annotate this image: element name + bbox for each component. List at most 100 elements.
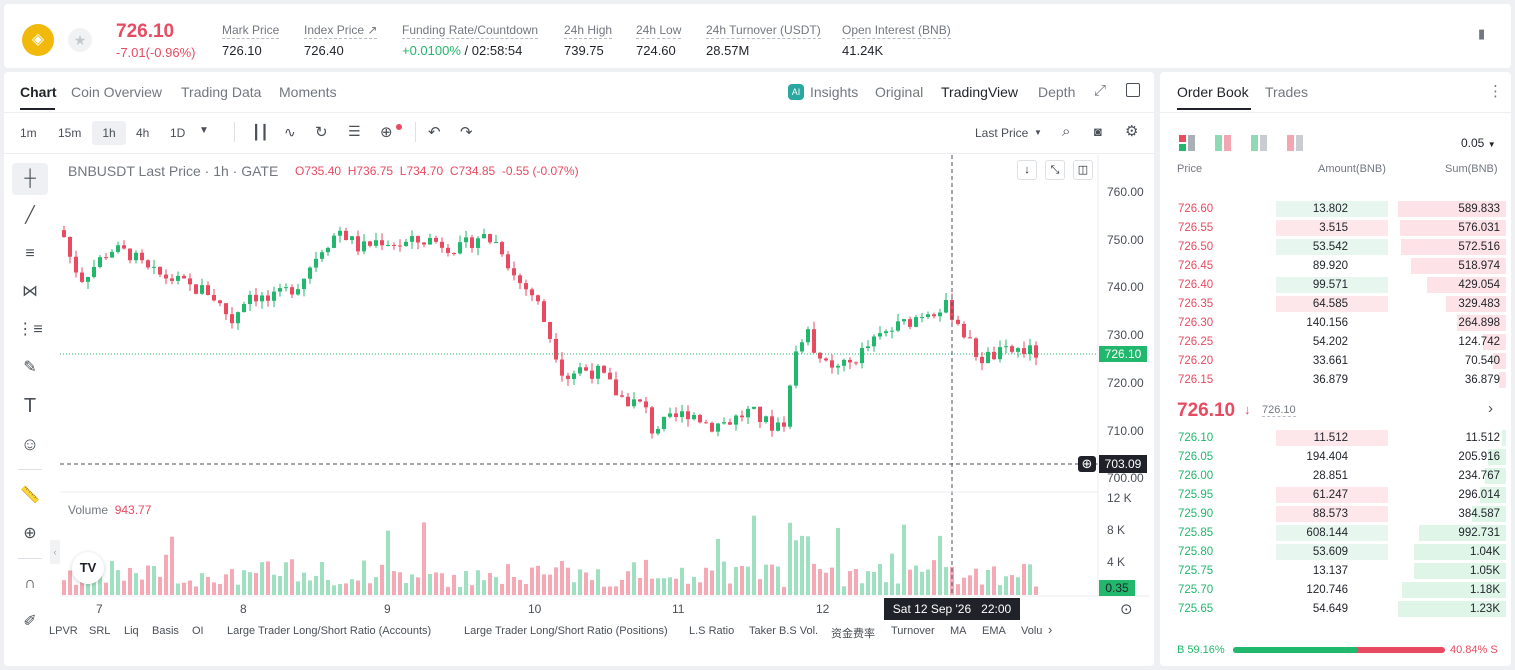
window-icon[interactable]	[1126, 83, 1140, 97]
crosshair-icon[interactable]: ┼	[12, 163, 48, 195]
col-amount: Amount(BNB)	[1318, 163, 1386, 175]
chevron-down-icon[interactable]: ▼	[199, 125, 209, 136]
pencil-lock-icon[interactable]: ✐	[23, 613, 37, 630]
horizontal-lines-icon[interactable]: ≡	[25, 245, 35, 262]
chevron-right-icon[interactable]: ›	[1048, 622, 1053, 637]
bid-row[interactable]: 725.90 88.573 384.587	[1166, 505, 1506, 523]
candle-body	[830, 360, 834, 368]
interval-4h[interactable]: 4h	[136, 126, 150, 140]
indicator-6[interactable]: Large Trader Long/Short Ratio (Positions…	[464, 625, 668, 637]
interval-1m[interactable]: 1m	[20, 126, 37, 140]
brush-icon[interactable]: ✎	[23, 359, 37, 376]
indicator-10[interactable]: Turnover	[891, 625, 935, 637]
ask-row[interactable]: 726.40 99.571 429.054	[1166, 276, 1506, 294]
compress-icon[interactable]: ⤡	[1045, 160, 1065, 180]
chevron-down-icon[interactable]: ▼	[1034, 128, 1042, 137]
ask-row[interactable]: 726.60 13.802 589.833	[1166, 200, 1506, 218]
emoji-icon[interactable]: ☺	[20, 434, 40, 454]
interval-15m[interactable]: 15m	[58, 126, 82, 140]
tab-coin-overview[interactable]: Coin Overview	[71, 84, 163, 100]
bid-row[interactable]: 725.80 53.609 1.04K	[1166, 543, 1506, 561]
camera-icon[interactable]: ◙	[1094, 124, 1102, 139]
favorite-star-icon[interactable]: ★	[68, 28, 92, 52]
bid-row[interactable]: 725.65 54.649 1.23K	[1166, 600, 1506, 618]
volume-bar	[578, 569, 582, 595]
ask-row[interactable]: 726.50 53.542 572.516	[1166, 238, 1506, 256]
interval-1D[interactable]: 1D	[170, 126, 186, 140]
restore-icon[interactable]: ◫	[1073, 160, 1093, 180]
view-asks-icon[interactable]	[1287, 135, 1303, 151]
tab-trades[interactable]: Trades	[1265, 84, 1309, 100]
step-select[interactable]: 0.05 ▼	[1461, 136, 1496, 150]
indicator-12[interactable]: EMA	[982, 625, 1006, 637]
indicator-0[interactable]: LPVR	[49, 625, 78, 637]
volume-bar	[842, 586, 846, 595]
indicator-5[interactable]: Large Trader Long/Short Ratio (Accounts)	[227, 625, 432, 637]
replay-icon[interactable]: ↻	[315, 124, 328, 141]
candle-body	[440, 241, 444, 248]
tab-order-book[interactable]: Order Book	[1177, 84, 1249, 100]
arrow-down-icon[interactable]: ↓	[1017, 160, 1037, 180]
indicator-13[interactable]: Volu	[1021, 625, 1043, 637]
tab-tradingview[interactable]: TradingView	[941, 84, 1019, 100]
redo-icon[interactable]: ↷	[460, 124, 473, 141]
bid-row[interactable]: 725.75 13.137 1.05K	[1166, 562, 1506, 580]
bid-row[interactable]: 726.05 194.404 205.916	[1166, 448, 1506, 466]
indicator-8[interactable]: Taker B.S Vol.	[749, 625, 819, 637]
tab-chart[interactable]: Chart	[20, 84, 57, 100]
pattern-icon[interactable]: ⋈	[22, 283, 38, 300]
chevron-right-icon[interactable]: ›	[1488, 400, 1493, 417]
undo-icon[interactable]: ↶	[428, 124, 441, 141]
ask-row[interactable]: 726.35 64.585 329.483	[1166, 295, 1506, 313]
ruler-icon[interactable]: 📏	[20, 487, 40, 504]
indicator-4[interactable]: OI	[192, 625, 204, 637]
bid-row[interactable]: 726.10 11.512 11.512	[1166, 429, 1506, 447]
tab-trading-data[interactable]: Trading Data	[181, 84, 262, 100]
indicator-2[interactable]: Liq	[124, 625, 139, 637]
stat-index-price[interactable]: Index Price ↗ 726.40	[304, 23, 378, 58]
tab-moments[interactable]: Moments	[279, 84, 337, 100]
fullscreen-icon[interactable]: ⤢	[1094, 82, 1107, 99]
settings-circle-icon[interactable]: ⊙	[1120, 601, 1133, 618]
trendline-icon[interactable]: ╱	[25, 207, 35, 224]
add-alert-icon[interactable]: ⊕	[1078, 456, 1096, 472]
tab-original[interactable]: Original	[875, 84, 924, 100]
gear-icon[interactable]: ⚙	[1125, 123, 1139, 140]
collapse-icon[interactable]: ‹	[50, 540, 60, 564]
ask-row[interactable]: 726.30 140.156 264.898	[1166, 314, 1506, 332]
indicator-7[interactable]: L.S Ratio	[689, 625, 735, 637]
plus-circle-icon[interactable]: ⊕	[380, 124, 393, 141]
tab-insights[interactable]: Insights	[810, 84, 859, 100]
fib-icon[interactable]: ⋮≡	[17, 321, 43, 338]
view-split-icon[interactable]	[1215, 135, 1231, 151]
ask-row[interactable]: 726.45 89.920 518.974	[1166, 257, 1506, 275]
bid-row[interactable]: 725.85 608.144 992.731	[1166, 524, 1506, 542]
price-type-select[interactable]: Last Price	[975, 126, 1029, 140]
bid-row[interactable]: 725.70 120.746 1.18K	[1166, 581, 1506, 599]
candle-body	[866, 346, 870, 349]
indicator-9[interactable]: 资金费率	[831, 628, 875, 640]
search-icon[interactable]: ⌕	[1062, 123, 1071, 140]
more-icon[interactable]: ⋮	[1488, 83, 1503, 100]
bid-row[interactable]: 726.00 28.851 234.767	[1166, 467, 1506, 485]
tab-depth[interactable]: Depth	[1038, 84, 1076, 100]
ask-row[interactable]: 726.55 3.515 576.031	[1166, 219, 1506, 237]
indicators-icon[interactable]: ∿	[284, 124, 296, 140]
indicator-1[interactable]: SRL	[89, 625, 111, 637]
zoom-in-icon[interactable]: ⊕	[23, 525, 37, 542]
bid-row[interactable]: 725.95 61.247 296.014	[1166, 486, 1506, 504]
interval-1h[interactable]: 1h	[92, 121, 126, 145]
candles-icon[interactable]: ┃┃	[252, 124, 269, 140]
view-bids-icon[interactable]	[1251, 135, 1267, 151]
ask-row[interactable]: 726.20 33.661 70.540	[1166, 352, 1506, 370]
ask-row[interactable]: 726.25 54.202 124.742	[1166, 333, 1506, 351]
book-icon[interactable]: ▮	[1478, 26, 1486, 41]
ask-row[interactable]: 726.15 36.879 36.879	[1166, 371, 1506, 389]
magnet-icon[interactable]: ∩	[24, 575, 36, 592]
indicator-3[interactable]: Basis	[152, 625, 179, 637]
layout-icon[interactable]: ☰	[348, 123, 361, 139]
view-both-icon[interactable]	[1179, 135, 1195, 151]
text-icon[interactable]: T	[23, 395, 37, 417]
candlestick-chart[interactable]	[0, 0, 1160, 620]
indicator-11[interactable]: MA	[950, 625, 967, 637]
